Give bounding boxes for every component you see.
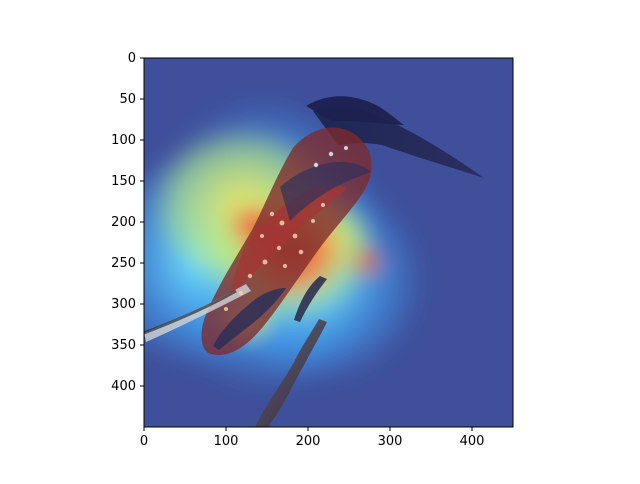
x-tick-label: 200 (296, 434, 321, 449)
bird-silhouette (144, 96, 484, 427)
plot-frame (143, 57, 514, 428)
plot-image (144, 58, 513, 427)
y-tick-label: 50 (119, 92, 136, 107)
y-tick-label: 400 (111, 379, 136, 394)
y-tick-label: 150 (111, 174, 136, 189)
y-tick-label: 0 (128, 51, 136, 66)
x-axis: 0 100 200 300 400 (140, 427, 485, 449)
y-axis: 0 50 100 150 200 250 300 350 400 (111, 51, 144, 394)
y-tick-label: 100 (111, 133, 136, 148)
x-tick-label: 400 (460, 434, 485, 449)
x-tick-label: 300 (378, 434, 403, 449)
y-tick-label: 250 (111, 256, 136, 271)
y-tick-label: 300 (111, 297, 136, 312)
x-tick-label: 100 (214, 434, 239, 449)
y-tick-label: 200 (111, 215, 136, 230)
x-tick-label: 0 (140, 434, 148, 449)
bird-pattern (224, 146, 348, 311)
y-tick-label: 350 (111, 338, 136, 353)
